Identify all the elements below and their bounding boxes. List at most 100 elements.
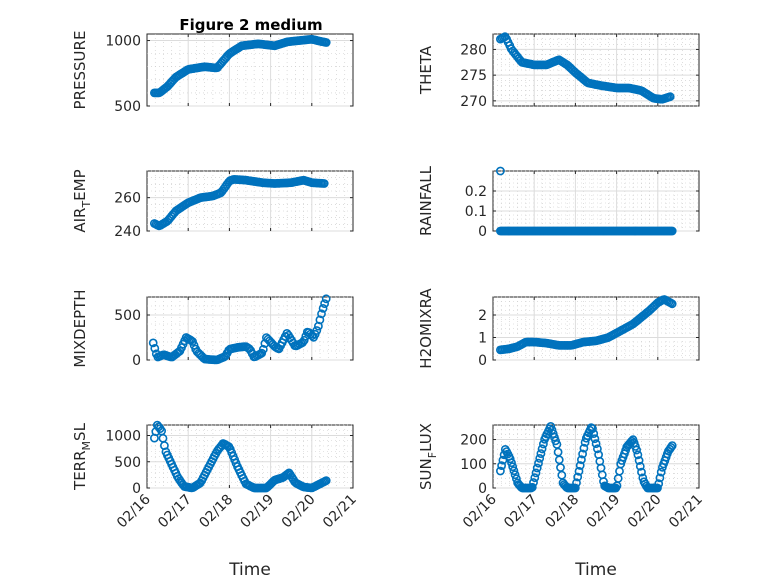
data-point [532, 463, 542, 473]
data-point [665, 92, 675, 102]
y-tick-label: 0 [478, 224, 487, 240]
x-tick-label: 02/19 [238, 492, 278, 532]
data-point [578, 449, 587, 459]
y-axis-label: H2OMIXRA [417, 288, 435, 369]
data-point [667, 299, 677, 309]
y-tick-label: 1000 [105, 34, 141, 50]
data-point [572, 478, 581, 488]
y-tick-label: 1 [478, 331, 487, 347]
y-tick-label: 240 [114, 224, 141, 240]
data-point [667, 441, 677, 450]
data-point [150, 343, 160, 353]
x-tick-label: 02/21 [320, 492, 360, 532]
x-tick-label: 02/18 [196, 492, 236, 532]
x-tick-label: 02/21 [666, 492, 706, 532]
data-point [573, 472, 583, 482]
subplot-4: 0 0.1 0.2 RAINFALL [417, 165, 700, 240]
subplot-1: 500 1000 PRESSURE [71, 31, 354, 115]
data-point [495, 166, 505, 176]
y-tick-label: 200 [460, 433, 487, 449]
data-point [148, 338, 158, 348]
figure-title: Figure 2 medium [179, 16, 322, 34]
subplot-2: 270 275 280 THETA [417, 32, 700, 110]
y-axis-label: MIXDEPTH [71, 289, 89, 367]
y-axis-label: RAINFALL [417, 165, 435, 236]
x-tick-label: 02/20 [279, 492, 319, 532]
y-tick-label: 1000 [105, 429, 141, 445]
subplot-7: 0 500 1000 02/16 02/17 02/18 02/19 02/20 02/21 Ti… [71, 420, 360, 580]
data-point [590, 434, 600, 444]
data-point [655, 473, 665, 483]
data-point [529, 478, 538, 487]
subplot-5: 0 500 MIXDEPTH [71, 289, 354, 369]
y-tick-label: 0 [132, 353, 141, 369]
data-point [577, 455, 586, 465]
y-axis-label: TERRMSL [71, 422, 93, 491]
axes-box [492, 170, 700, 232]
x-axis-label: Time [574, 560, 617, 580]
y-tick-label: 0.2 [465, 184, 487, 200]
x-tick-label: 02/20 [625, 492, 665, 532]
data-point [508, 462, 518, 472]
data-point [510, 470, 520, 480]
y-tick-label: 275 [460, 68, 487, 84]
y-tick-label: 2 [478, 308, 487, 324]
x-tick-label: 02/17 [155, 492, 195, 532]
subplot-3: 240 260 AIRTEMP [71, 169, 354, 240]
data-point [667, 226, 677, 236]
subplot-6: 0 1 2 H2OMIXRA [417, 288, 700, 369]
data-point [527, 482, 537, 492]
data-point [637, 467, 646, 477]
y-axis-label: AIRTEMP [71, 169, 93, 232]
data-point [634, 456, 644, 465]
data-point [530, 473, 540, 483]
data-point [321, 476, 331, 485]
data-point [579, 443, 589, 453]
data-point [321, 294, 331, 304]
data-point [575, 461, 585, 470]
data-point [258, 344, 268, 354]
data-point [591, 439, 601, 449]
data-point [531, 468, 541, 478]
data-point [635, 461, 645, 471]
data-point [570, 483, 580, 493]
data-point [318, 303, 328, 313]
data-point [497, 461, 506, 470]
data-point [312, 326, 322, 335]
data-point [654, 479, 664, 489]
y-tick-label: 500 [114, 455, 141, 471]
data-point [317, 309, 326, 319]
data-point [537, 444, 547, 454]
x-tick-label: 02/16 [460, 491, 500, 531]
axes-box [492, 296, 700, 361]
x-tick-label: 02/16 [114, 491, 154, 531]
data-point [536, 449, 546, 458]
y-tick-label: 0 [478, 353, 487, 369]
data-point [507, 458, 516, 468]
data-point [632, 445, 641, 455]
data-point [320, 299, 329, 308]
y-tick-label: 500 [114, 308, 141, 324]
data-point [535, 453, 545, 463]
x-tick-label: 02/18 [542, 492, 582, 532]
data-point [656, 467, 666, 477]
y-tick-label: 100 [460, 457, 487, 473]
x-axis-label: Time [228, 560, 271, 580]
data-point [574, 466, 584, 476]
x-tick-label: 02/19 [584, 492, 624, 532]
y-tick-label: 0 [132, 481, 141, 497]
data-point [589, 429, 599, 438]
data-point [509, 466, 519, 476]
data-point [588, 424, 597, 433]
data-point [653, 483, 662, 493]
data-point [495, 466, 505, 476]
y-axis-label: SUNFLUX [417, 423, 439, 490]
data-point [633, 450, 643, 460]
data-point [534, 458, 543, 468]
y-axis-label: PRESSURE [71, 31, 89, 110]
subplot-8: 0 100 200 02/16 02/17 02/18 02/19 02/20 02/21 Tim… [417, 421, 706, 580]
data-point [319, 179, 329, 188]
data-point [299, 335, 309, 345]
